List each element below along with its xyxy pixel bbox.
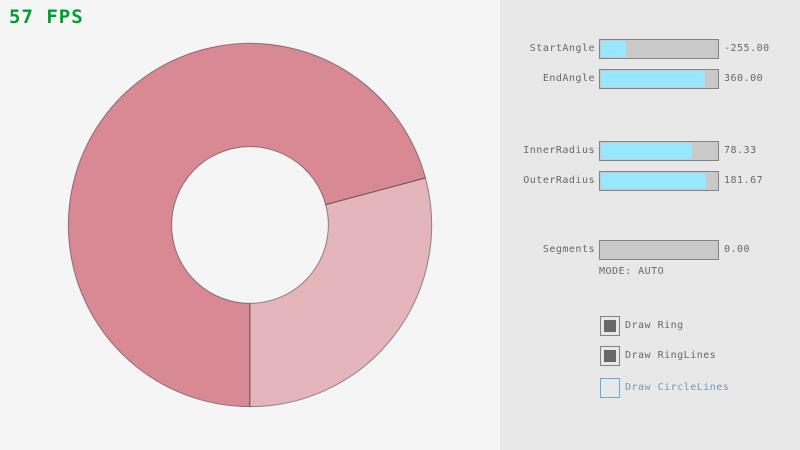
slider-value-startangle: -255.00 — [724, 43, 770, 54]
slider-fill-endangle — [601, 71, 706, 87]
checkbox-checkmark — [604, 320, 616, 332]
slider-fill-outerradius — [601, 173, 707, 189]
checkbox-label-draw-ringlines: Draw RingLines — [625, 350, 717, 361]
slider-endangle[interactable] — [599, 69, 719, 89]
slider-innerradius[interactable] — [599, 141, 719, 161]
checkbox-draw-circlelines[interactable]: Draw CircleLines — [600, 378, 780, 398]
slider-value-outerradius: 181.67 — [724, 175, 764, 186]
ring-sector-single-pass-region — [249, 177, 433, 408]
slider-label-endangle: EndAngle — [542, 73, 595, 84]
slider-startangle[interactable] — [599, 39, 719, 59]
mode-label: MODE: AUTO — [599, 266, 665, 277]
slider-fill-innerradius — [601, 143, 692, 159]
checkbox-box-draw-ringlines[interactable] — [600, 346, 620, 366]
checkbox-checkmark — [604, 382, 616, 394]
slider-label-innerradius: InnerRadius — [523, 145, 595, 156]
slider-label-outerradius: OuterRadius — [523, 175, 595, 186]
checkbox-label-draw-ring: Draw Ring — [625, 320, 684, 331]
slider-label-startangle: StartAngle — [529, 43, 595, 54]
checkbox-label-draw-circlelines: Draw CircleLines — [625, 382, 730, 393]
slider-value-innerradius: 78.33 — [724, 145, 757, 156]
ring-sector-double-pass-region — [67, 42, 427, 408]
checkbox-draw-ringlines[interactable]: Draw RingLines — [600, 346, 780, 366]
slider-fill-startangle — [601, 41, 627, 57]
slider-outerradius[interactable] — [599, 171, 719, 191]
slider-value-endangle: 360.00 — [724, 73, 764, 84]
slider-value-segments: 0.00 — [724, 244, 751, 255]
slider-label-segments: Segments — [542, 244, 595, 255]
checkbox-checkmark — [604, 350, 616, 362]
checkbox-box-draw-circlelines[interactable] — [600, 378, 620, 398]
fps-counter: 57 FPS — [9, 6, 84, 28]
checkbox-box-draw-ring[interactable] — [600, 316, 620, 336]
slider-segments[interactable] — [599, 240, 719, 260]
checkbox-draw-ring[interactable]: Draw Ring — [600, 316, 780, 336]
